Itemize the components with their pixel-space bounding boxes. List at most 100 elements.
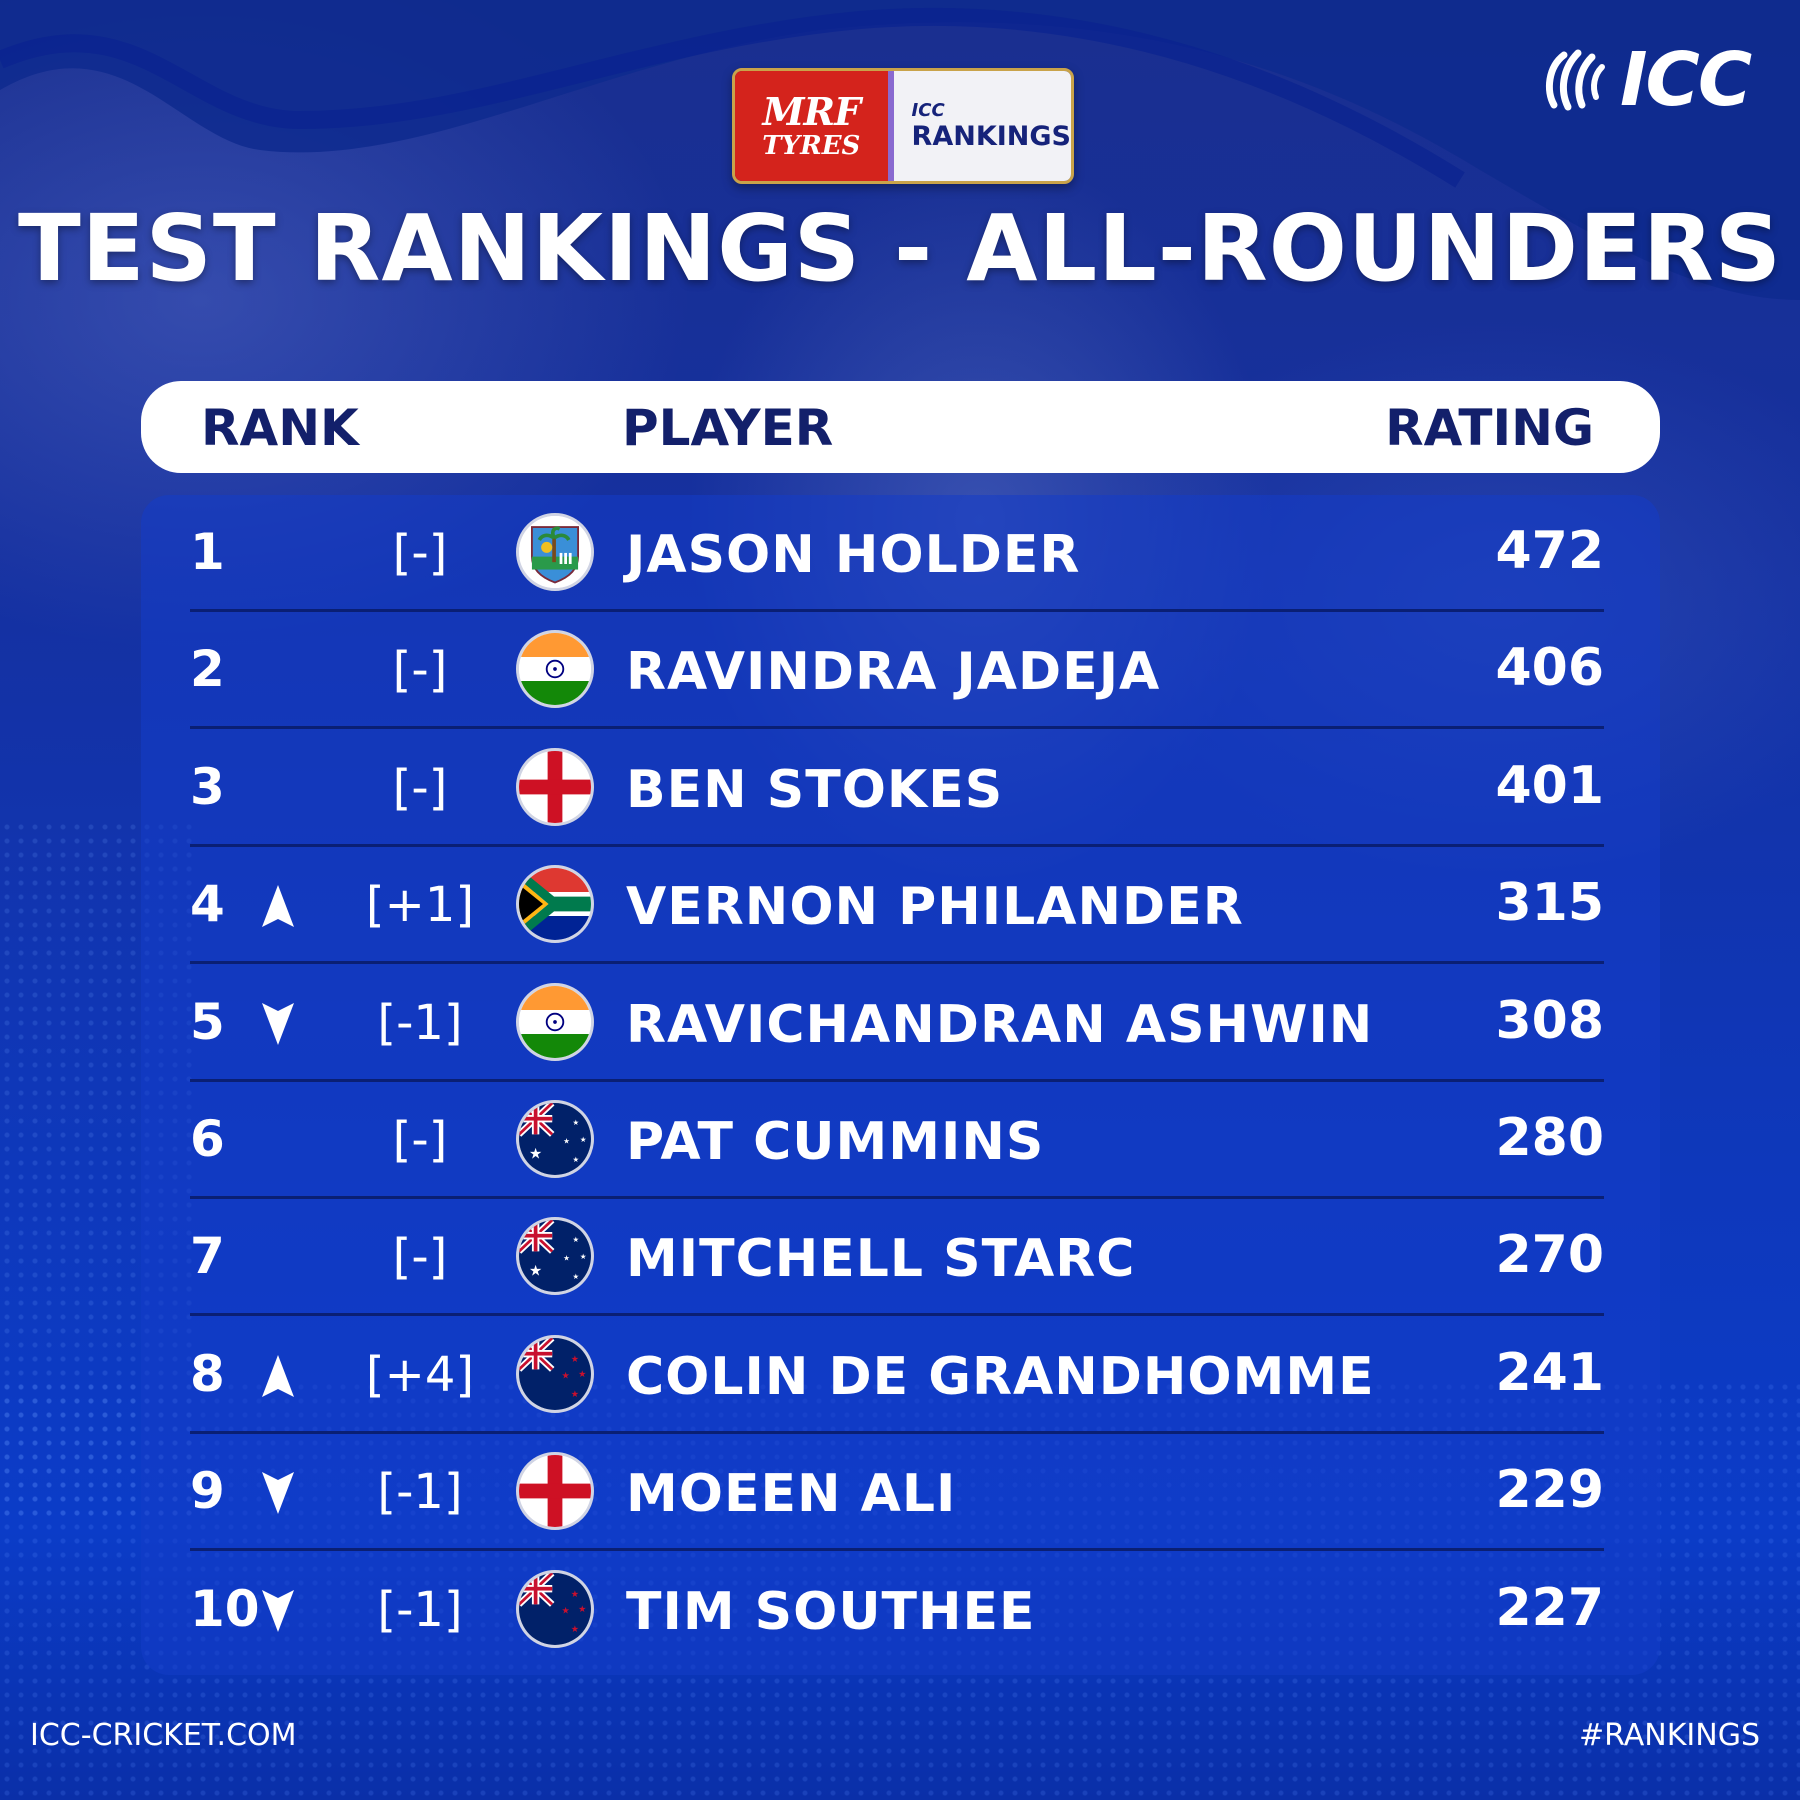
svg-text:★: ★ (573, 1155, 580, 1164)
page-title: TEST RANKINGS - ALL-ROUNDERS (18, 195, 1782, 302)
rankings-text: RANKINGS (911, 121, 1071, 152)
trend-down-icon (258, 1468, 298, 1518)
trend-up-icon (258, 1351, 298, 1401)
header-rank: RANK (201, 399, 359, 457)
rank-change: [-1] (377, 1581, 463, 1638)
rank-change: [-1] (377, 1464, 463, 1521)
svg-text:★: ★ (578, 1369, 586, 1380)
player-rating: 472 (1495, 521, 1604, 581)
background-wave (0, 0, 1800, 300)
row-divider (190, 843, 1604, 847)
player-name: MOEEN ALI (626, 1464, 957, 1525)
rank-change: [-] (392, 1229, 448, 1286)
row-divider (190, 961, 1604, 965)
player-rating: 227 (1495, 1577, 1604, 1638)
player-name: TIM SOUTHEE (626, 1581, 1036, 1642)
rank-number: 10 (190, 1579, 260, 1638)
india-flag (516, 630, 594, 709)
ranking-row: 1 [-] JASON HOLDER 472 (190, 495, 1604, 612)
player-rating: 315 (1495, 873, 1604, 934)
svg-text:★: ★ (571, 1624, 579, 1635)
svg-text:★: ★ (529, 1263, 542, 1280)
player-rating: 229 (1495, 1460, 1604, 1521)
trend-down-icon (258, 1586, 298, 1636)
svg-text:★: ★ (573, 1272, 580, 1281)
rank-change: [-] (392, 759, 448, 816)
player-name: PAT CUMMINS (626, 1112, 1045, 1172)
svg-text:★: ★ (571, 1589, 579, 1600)
england-flag (516, 747, 594, 826)
player-name: MITCHELL STARC (626, 1229, 1136, 1290)
tyres-text: TYRES (762, 131, 861, 161)
icc-logo: ICC (1540, 37, 1752, 123)
new-zealand-flag: ★ ★ ★ ★ (516, 1569, 594, 1648)
player-rating: 280 (1495, 1108, 1604, 1168)
rank-change: [+1] (365, 877, 475, 934)
svg-text:★: ★ (578, 1603, 586, 1614)
rank-number: 1 (190, 523, 225, 581)
svg-text:★: ★ (580, 1252, 587, 1261)
australia-flag: ★ ★ ★ ★ ★ (516, 1100, 594, 1178)
rankings-panel (141, 495, 1660, 1675)
rank-number: 9 (190, 1462, 225, 1521)
player-rating: 270 (1495, 1225, 1604, 1286)
ranking-row: 6 [-] ★ ★ ★ ★ ★ PAT CUMMINS 280 (190, 1082, 1604, 1199)
svg-text:★: ★ (561, 1370, 569, 1381)
mrf-tyres-logo: MRF TYRES (735, 71, 888, 181)
icc-rankings-badge: ICC RANKINGS (887, 71, 1071, 181)
ranking-row: 5 [-1] RAVICHANDRAN ASHWIN 308 (190, 965, 1604, 1082)
svg-text:★: ★ (563, 1254, 570, 1263)
player-name: JASON HOLDER (626, 525, 1081, 585)
rank-number: 5 (190, 992, 225, 1051)
ranking-row: 2 [-] RAVINDRA JADEJA 406 (190, 612, 1604, 730)
svg-text:★: ★ (571, 1354, 579, 1365)
hashtag: #RANKINGS (1579, 1718, 1760, 1753)
west-indies-flag (516, 513, 594, 591)
rank-number: 8 (190, 1344, 225, 1403)
player-name: COLIN DE GRANDHOMME (626, 1346, 1375, 1407)
south-africa-flag (516, 865, 594, 944)
player-rating: 308 (1495, 990, 1604, 1051)
website-url[interactable]: ICC-CRICKET.COM (30, 1718, 297, 1753)
trend-up-icon (258, 881, 298, 931)
player-name: RAVICHANDRAN ASHWIN (626, 994, 1374, 1055)
svg-text:★: ★ (561, 1605, 569, 1616)
rank-change: [-1] (377, 994, 463, 1051)
table-header: RANK PLAYER RATING (141, 381, 1660, 473)
row-divider (190, 1548, 1604, 1552)
mrf-text: MRF (762, 89, 861, 134)
rank-number: 7 (190, 1227, 225, 1286)
india-flag (516, 982, 594, 1061)
icc-small-text: ICC (911, 100, 945, 121)
mrf-icc-rankings-logo: MRF TYRES ICC RANKINGS (732, 68, 1074, 184)
player-name: VERNON PHILANDER (626, 877, 1244, 938)
australia-flag: ★ ★ ★ ★ ★ (516, 1217, 594, 1296)
trend-down-icon (258, 999, 298, 1049)
player-rating: 406 (1495, 638, 1604, 699)
rank-number: 2 (190, 640, 225, 699)
svg-text:★: ★ (529, 1145, 542, 1162)
icc-logo-text: ICC (1620, 37, 1752, 123)
ranking-row: 7 [-] ★ ★ ★ ★ ★ MITCHELL STARC 270 (190, 1199, 1604, 1317)
row-divider (190, 1313, 1604, 1317)
rank-change: [+4] (365, 1346, 475, 1403)
row-divider (190, 726, 1604, 730)
header-player: PLAYER (622, 399, 834, 457)
new-zealand-flag: ★ ★ ★ ★ (516, 1334, 594, 1413)
player-rating: 401 (1495, 755, 1604, 816)
row-divider (190, 609, 1604, 612)
header-rating: RATING (1385, 399, 1594, 457)
rank-number: 4 (190, 875, 225, 934)
row-divider (190, 1196, 1604, 1199)
cricket-ball-icon (1545, 49, 1605, 111)
player-name: RAVINDRA JADEJA (626, 642, 1161, 703)
rank-number: 6 (190, 1110, 225, 1168)
ranking-row: 4 [+1] VERNON PHILANDER 315 (190, 847, 1604, 965)
player-name: BEN STOKES (626, 759, 1004, 820)
rank-number: 3 (190, 757, 225, 816)
svg-text:★: ★ (563, 1137, 570, 1146)
svg-text:★: ★ (573, 1236, 580, 1245)
rank-change: [-] (392, 642, 448, 699)
ranking-row: 9 [-1] MOEEN ALI 229 (190, 1434, 1604, 1552)
ranking-row: 3 [-] BEN STOKES 401 (190, 730, 1604, 847)
